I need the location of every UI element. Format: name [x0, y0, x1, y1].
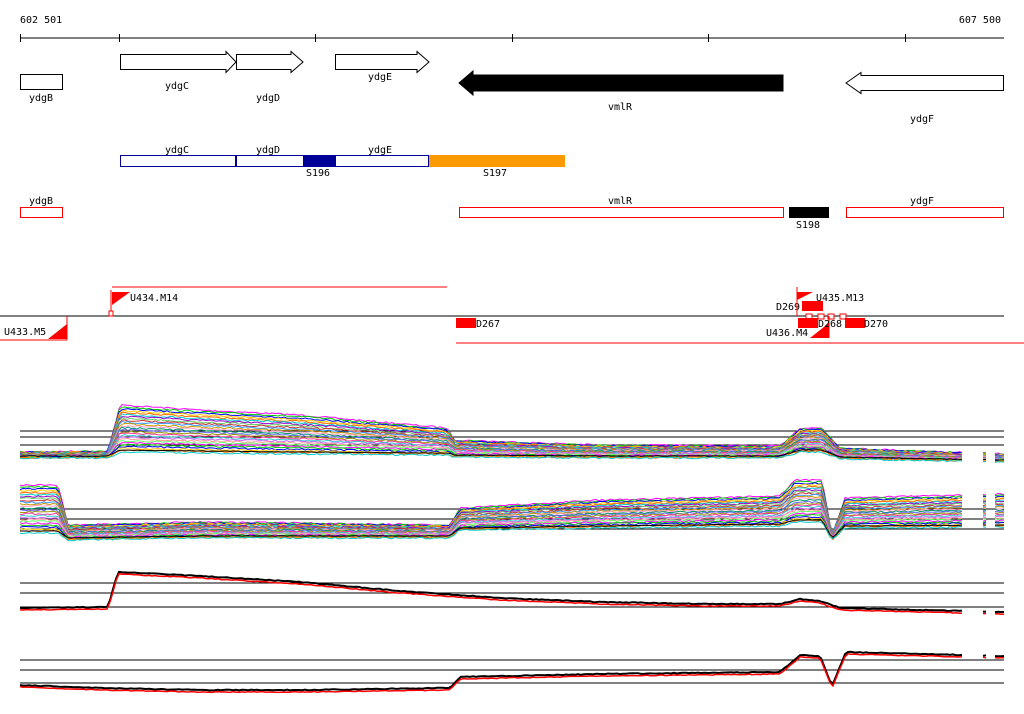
feature-label-U433-M5: U433.M5 [4, 327, 46, 338]
feature-label-D270: D270 [864, 319, 888, 330]
feature-label-D268: D268 [818, 319, 842, 330]
track2-line-7 [19, 490, 1005, 535]
feature-D269[interactable]: D269 [776, 301, 823, 313]
feature-U435-M13[interactable]: U435.M13 [796, 287, 864, 316]
gene-track: ydgB ydgC ydgD ydgE vmlR ydgF [20, 50, 1004, 125]
gene-label-ydgC: ydgC [165, 81, 189, 92]
profile-track-2 [19, 478, 1005, 542]
profile-track-1 [19, 404, 1005, 463]
segment-label-S197: S197 [483, 168, 507, 179]
transcript-label-vmlR: vmlR [608, 196, 633, 207]
gene-label-ydgD: ydgD [256, 93, 280, 104]
operon-box[interactable] [120, 155, 429, 167]
profile-track-4 [19, 650, 1005, 694]
segment-label-S196: S196 [306, 168, 330, 179]
segment-S198[interactable] [789, 207, 829, 218]
gene-ydgF[interactable] [845, 71, 1004, 95]
track2-line-18 [19, 508, 1005, 539]
gene-label-ydgB: ydgB [29, 93, 53, 104]
segment-S197[interactable] [429, 155, 565, 167]
feature-D267[interactable]: D267 [456, 318, 500, 330]
track4-line-red [19, 653, 1005, 694]
transcript-track: ydgB vmlR S198 ydgF [20, 196, 1004, 231]
feature-label-D267: D267 [476, 319, 500, 330]
transcript-ydgF[interactable] [846, 207, 1004, 218]
transcript-ydgB[interactable] [20, 207, 63, 218]
track2-line-dark [20, 519, 1004, 539]
gene-ydgB[interactable] [20, 74, 63, 90]
track2-line-19 [19, 510, 1005, 540]
track3-line-black [19, 570, 1005, 614]
gene-ydgE[interactable] [335, 50, 430, 74]
gene-ydgC[interactable] [120, 50, 237, 74]
profile-track-3 [19, 570, 1005, 615]
track4-line-black [19, 650, 1005, 692]
feature-label-U434-M14: U434.M14 [130, 293, 178, 304]
coordinate-ruler: 602 501 607 500 [20, 15, 1004, 42]
feature-label-U436-M4: U436.M4 [766, 328, 808, 339]
track1-line-25 [19, 450, 1005, 463]
segment-S196[interactable] [303, 155, 336, 167]
coord-start: 602 501 [20, 15, 62, 26]
track2-line-6 [19, 488, 1005, 535]
track2-line-15 [19, 503, 1005, 538]
feature-track: U433.M5 U434.M14 D267 D269 U435.M13 [0, 286, 1024, 344]
feature-U434-M14[interactable]: U434.M14 [108, 290, 178, 317]
gene-ydgD[interactable] [236, 50, 304, 74]
coord-end: 607 500 [959, 15, 1001, 26]
transcript-label-ydgB: ydgB [29, 196, 53, 207]
feature-D270[interactable]: D270 [845, 318, 888, 330]
gene-label-ydgE: ydgE [368, 72, 392, 83]
track2-line-13 [19, 500, 1005, 537]
transcript-vmlR[interactable] [459, 207, 784, 218]
feature-U436-M4[interactable]: U436.M4 [766, 316, 830, 339]
gene-label-vmlR: vmlR [608, 102, 633, 113]
track2-line-0 [19, 478, 1005, 535]
operon-label-ydgE: ydgE [368, 145, 392, 156]
track1-line-dark [19, 449, 1005, 461]
track2-line-1 [19, 480, 1005, 535]
feature-U433-M5[interactable]: U433.M5 [0, 316, 68, 341]
transcript-label-ydgF: ydgF [910, 196, 934, 207]
track2-line-8 [19, 492, 1005, 536]
feature-label-D269: D269 [776, 302, 800, 313]
segment-label-S198: S198 [796, 220, 820, 231]
operon-label-ydgD: ydgD [256, 145, 280, 156]
gene-vmlR[interactable] [458, 69, 784, 97]
track3-line-red [19, 572, 1005, 615]
track2-line-25 [19, 520, 1005, 542]
gene-label-ydgF: ydgF [910, 114, 934, 125]
operon-label-ydgC: ydgC [165, 145, 189, 156]
feature-label-U435-M13: U435.M13 [816, 293, 864, 304]
feature-D268[interactable]: D268 [798, 318, 842, 330]
operon-track: ydgC ydgD ydgE S196 S197 [120, 145, 565, 179]
